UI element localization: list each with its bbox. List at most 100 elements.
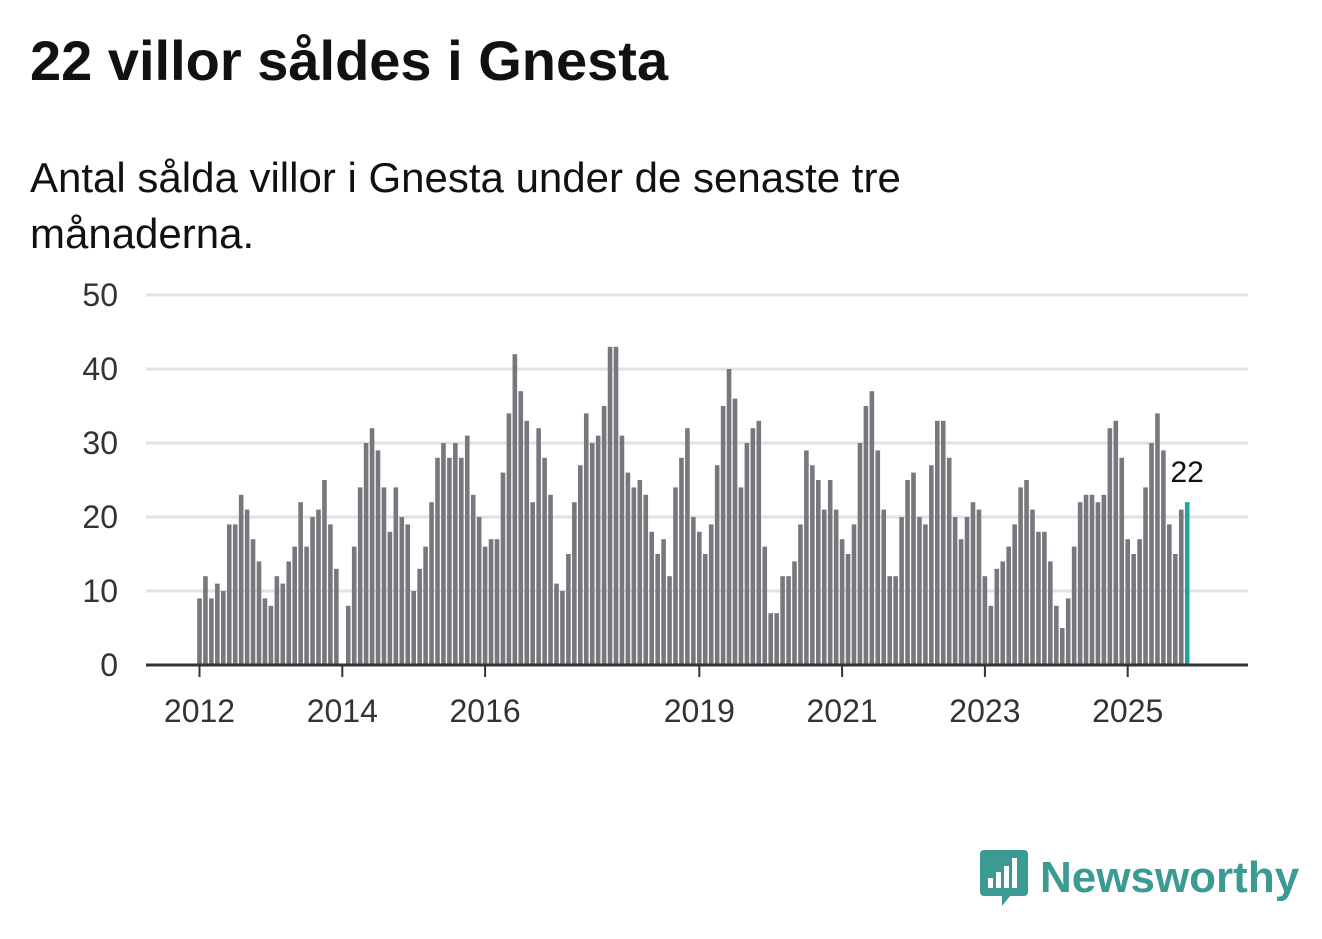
bar <box>625 472 631 665</box>
value-label: 22 <box>1171 456 1204 489</box>
bar <box>774 613 779 665</box>
y-tick-label: 0 <box>100 647 118 683</box>
bar <box>804 450 809 665</box>
bar <box>595 435 601 665</box>
bar <box>1077 502 1083 665</box>
bar <box>256 561 262 665</box>
bar-chart: 0 10 20 30 40 50 2012 2014 2016 2019 2021 2023 2025 2… <box>82 277 1248 729</box>
bar <box>905 480 910 665</box>
bar <box>482 546 488 665</box>
bar <box>821 509 827 665</box>
bar <box>798 524 803 665</box>
bar <box>417 568 422 665</box>
bar <box>1161 450 1166 665</box>
bar <box>268 605 274 665</box>
bar <box>899 517 904 665</box>
bar <box>512 354 518 665</box>
bar <box>982 576 988 665</box>
bar <box>643 494 649 665</box>
bar <box>488 539 494 665</box>
bar <box>970 502 976 665</box>
bar <box>810 465 815 665</box>
bar <box>274 576 280 665</box>
bar <box>935 420 940 665</box>
chart-title: 22 villor såldes i Gnesta <box>30 29 669 92</box>
bar <box>1059 628 1065 665</box>
bar <box>732 398 738 665</box>
bar <box>286 561 292 665</box>
bar <box>911 472 916 665</box>
bar <box>720 406 726 665</box>
bar <box>226 524 232 665</box>
bar <box>351 546 357 665</box>
bar <box>203 576 208 665</box>
bar <box>816 480 821 665</box>
x-tick-label: 2014 <box>307 693 378 729</box>
bar <box>369 428 375 665</box>
bar <box>399 517 405 665</box>
bar <box>1131 554 1136 665</box>
brand-logo: Newsworthy <box>980 848 1299 908</box>
bar <box>572 502 577 665</box>
bar <box>494 539 500 665</box>
bar <box>702 554 708 665</box>
bar <box>554 583 559 665</box>
bar <box>851 524 857 665</box>
bar <box>524 420 530 665</box>
bar <box>548 494 553 665</box>
bar <box>881 509 887 665</box>
bar <box>375 450 381 665</box>
bar <box>708 524 714 665</box>
bar <box>238 494 244 665</box>
bar <box>738 487 744 665</box>
bar <box>566 554 571 665</box>
bar <box>845 554 851 665</box>
y-tick-label: 40 <box>82 351 118 387</box>
bar <box>298 502 303 665</box>
bar <box>1113 420 1119 665</box>
bar <box>423 546 428 665</box>
bar <box>929 465 934 665</box>
bar <box>869 391 875 665</box>
x-tick-label: 2021 <box>807 693 878 729</box>
newsworthy-logo-icon <box>980 850 1028 906</box>
bar <box>940 420 946 665</box>
x-tick-label: 2019 <box>664 693 735 729</box>
bar <box>1178 509 1184 665</box>
bar <box>667 576 672 665</box>
labels: 0 10 20 30 40 50 2012 2014 2016 2019 2021 2023 2025 2… <box>82 277 1206 729</box>
bar <box>1125 539 1130 665</box>
bar <box>197 598 202 665</box>
x-tick-label: 2025 <box>1092 693 1163 729</box>
bar <box>1083 494 1089 665</box>
bar <box>768 613 773 665</box>
bar <box>923 524 928 665</box>
bar <box>762 546 768 665</box>
bar <box>679 457 684 665</box>
bar <box>405 524 411 665</box>
bar <box>506 413 512 665</box>
bar <box>958 539 964 665</box>
bar <box>583 413 589 665</box>
bar <box>619 435 625 665</box>
bar <box>1012 524 1017 665</box>
bar <box>381 487 387 665</box>
bar <box>542 457 547 665</box>
bar <box>578 465 583 665</box>
bar <box>685 428 690 665</box>
gridlines <box>146 293 1248 593</box>
bar <box>839 539 845 665</box>
bar <box>1173 554 1178 665</box>
bar <box>244 509 250 665</box>
chart-subtitle: Antal sålda villor i Gnesta under de sen… <box>30 154 901 257</box>
bar <box>476 517 482 665</box>
bar <box>756 420 762 665</box>
bar <box>322 480 327 665</box>
bar <box>292 546 297 665</box>
bar <box>994 568 1000 665</box>
bar <box>232 524 238 665</box>
bar <box>328 524 333 665</box>
y-tick-label: 10 <box>82 573 118 609</box>
bar <box>1089 494 1095 665</box>
bar <box>1024 480 1029 665</box>
